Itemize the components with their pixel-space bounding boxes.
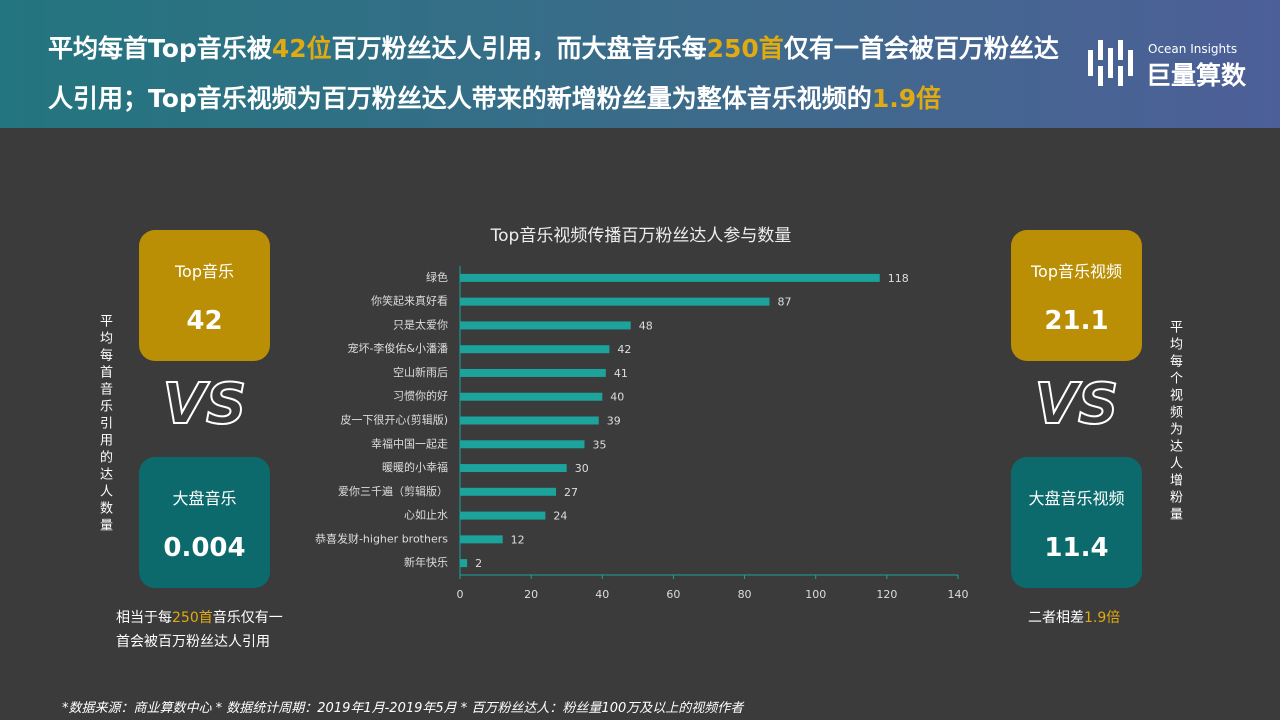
right-axis-label: 平均每个视频为达人增粉量 xyxy=(1167,320,1182,524)
left-top-box: Top音乐 42 xyxy=(139,230,270,361)
logo-subtitle: Ocean Insights xyxy=(1148,42,1238,56)
text-run: 百万粉丝达人引用，而大盘音乐每 xyxy=(331,34,707,63)
box-value: 42 xyxy=(186,306,223,336)
vs-text: VS xyxy=(1034,371,1120,438)
box-value: 21.1 xyxy=(1044,306,1109,336)
y-tick-label: 宠坏-李俊佑&小潘潘 xyxy=(347,341,448,355)
box-label: Top音乐 xyxy=(174,262,234,281)
value-label: 87 xyxy=(777,296,791,309)
box-label: Top音乐视频 xyxy=(1030,262,1122,281)
chart-title: Top音乐视频传播百万粉丝达人参与数量 xyxy=(490,226,792,246)
bar xyxy=(460,559,468,568)
value-label: 30 xyxy=(575,462,589,475)
box-label: 大盘音乐视频 xyxy=(1028,489,1125,508)
value-label: 40 xyxy=(610,391,624,404)
value-label: 27 xyxy=(564,486,578,499)
highlight-text: 250首 xyxy=(706,34,784,63)
x-tick-label: 100 xyxy=(805,588,826,601)
value-label: 48 xyxy=(639,319,653,332)
y-tick-label: 爱你三千遍（剪辑版） xyxy=(338,484,448,498)
text-run: 相当于每 xyxy=(116,610,172,626)
bar xyxy=(460,368,606,377)
x-tick-label: 140 xyxy=(948,588,969,601)
bar xyxy=(460,535,503,544)
text-run: 仅有一首会被百万粉丝达人引用；Top音乐视频为百万粉丝达人带来的新增粉丝量为整体… xyxy=(48,34,1059,113)
y-tick-label: 暖暖的小幸福 xyxy=(382,460,448,474)
bar xyxy=(460,464,567,473)
bar xyxy=(460,345,610,354)
text-run: 二者相差 xyxy=(1028,610,1084,626)
y-tick-label: 只是太爱你 xyxy=(393,318,448,331)
highlight-text: 1.9倍 xyxy=(871,84,942,113)
logo-icon xyxy=(1088,40,1133,86)
value-label: 39 xyxy=(607,415,621,428)
bar xyxy=(460,487,557,496)
x-tick-label: 40 xyxy=(595,588,609,601)
text-run: 平均每首Top音乐被 xyxy=(48,34,272,63)
value-label: 24 xyxy=(553,510,567,523)
box-label: 大盘音乐 xyxy=(172,489,237,508)
vs-text: VS xyxy=(162,371,248,438)
highlight-text: 42位 xyxy=(271,34,332,63)
y-tick-label: 空山新雨后 xyxy=(393,365,448,379)
value-label: 118 xyxy=(888,272,909,285)
box-value: 0.004 xyxy=(163,533,246,563)
value-label: 42 xyxy=(617,343,631,356)
left-note: 相当于每250首音乐仅有一首会被百万粉丝达人引用 xyxy=(116,606,294,654)
x-tick-label: 120 xyxy=(876,588,897,601)
header-band xyxy=(0,0,1280,128)
slide-title: 平均每首Top音乐被42位百万粉丝达人引用，而大盘音乐每250首仅有一首会被百万… xyxy=(48,24,1063,124)
left-bottom-box: 大盘音乐 0.004 xyxy=(139,457,270,588)
value-label: 35 xyxy=(593,438,607,451)
bar xyxy=(460,440,585,449)
right-top-box: Top音乐视频 21.1 xyxy=(1011,230,1142,361)
right-bottom-box: 大盘音乐视频 11.4 xyxy=(1011,457,1142,588)
y-tick-label: 新年快乐 xyxy=(404,555,448,569)
box-value: 11.4 xyxy=(1044,533,1109,563)
bar xyxy=(460,321,631,330)
value-label: 41 xyxy=(614,367,628,380)
bar xyxy=(460,273,880,282)
y-tick-label: 你笑起来真好看 xyxy=(371,294,448,308)
logo-name: 巨量算数 xyxy=(1146,61,1247,90)
value-label: 12 xyxy=(511,533,525,546)
highlight-text: 250首 xyxy=(172,610,213,626)
y-tick-label: 恭喜发财-higher brothers xyxy=(315,531,448,545)
x-tick-label: 60 xyxy=(666,588,680,601)
highlight-text: 1.9倍 xyxy=(1084,610,1121,626)
bar xyxy=(460,511,546,520)
bar xyxy=(460,416,599,425)
y-tick-label: 幸福中国一起走 xyxy=(371,436,448,450)
y-tick-label: 习惯你的好 xyxy=(393,389,448,403)
y-tick-label: 心如止水 xyxy=(404,508,448,522)
x-tick-label: 80 xyxy=(738,588,752,601)
left-axis-label: 平均每首音乐引用的达人数量 xyxy=(97,314,112,535)
bar xyxy=(460,392,603,401)
footer-note: *数据来源：商业算数中心 * 数据统计周期：2019年1月-2019年5月 * … xyxy=(62,701,744,716)
text-run: 音乐仅有一首会被百万粉丝达人引用 xyxy=(116,610,283,650)
x-tick-label: 0 xyxy=(457,588,464,601)
bar xyxy=(460,297,770,306)
y-tick-label: 皮一下很开心(剪辑版) xyxy=(340,413,448,427)
x-tick-label: 20 xyxy=(524,588,538,601)
value-label: 2 xyxy=(475,557,482,570)
right-note: 二者相差1.9倍 xyxy=(1028,606,1120,630)
y-tick-label: 绿色 xyxy=(426,270,448,284)
